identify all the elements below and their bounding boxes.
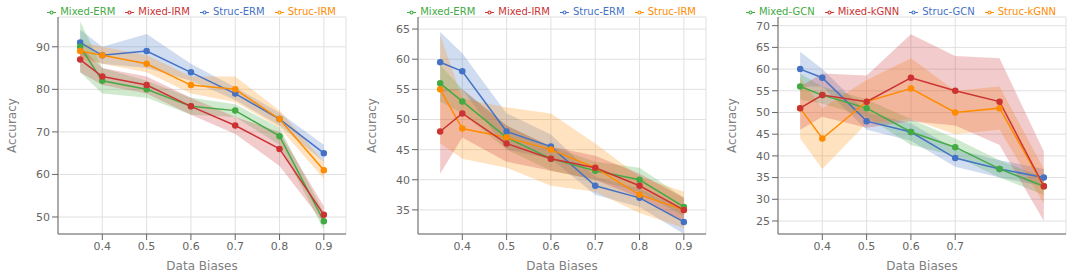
svg-text:25: 25 bbox=[756, 215, 770, 228]
svg-text:80: 80 bbox=[36, 83, 50, 96]
html-text:Struc-GCN: Struc-GCN bbox=[922, 6, 975, 17]
svg-text:Data Biases: Data Biases bbox=[526, 259, 597, 273]
svg-text:0.6: 0.6 bbox=[182, 240, 200, 253]
html-text:Mixed-IRM: Mixed-IRM bbox=[498, 6, 550, 17]
svg-text:Accuracy: Accuracy bbox=[8, 98, 19, 153]
svg-text:Accuracy: Accuracy bbox=[365, 98, 379, 153]
html-text:Struc-ERM: Struc-ERM bbox=[572, 6, 625, 17]
svg-text:Data Biases: Data Biases bbox=[886, 259, 957, 273]
html-text:Mixed-IRM: Mixed-IRM bbox=[138, 6, 190, 17]
svg-text:65: 65 bbox=[756, 41, 770, 54]
svg-text:60: 60 bbox=[756, 63, 770, 76]
svg-text:50: 50 bbox=[756, 106, 770, 119]
svg-text:0.4: 0.4 bbox=[814, 240, 832, 253]
svg-text:Data Biases: Data Biases bbox=[166, 259, 237, 273]
svg-text:70: 70 bbox=[756, 20, 770, 33]
html-text:Mixed-ERM: Mixed-ERM bbox=[420, 6, 476, 17]
svg-text:70: 70 bbox=[36, 126, 50, 139]
svg-text:45: 45 bbox=[396, 144, 410, 157]
svg-text:Accuracy: Accuracy bbox=[725, 98, 739, 153]
svg-text:0.7: 0.7 bbox=[946, 240, 964, 253]
svg-text:0.5: 0.5 bbox=[858, 240, 876, 253]
svg-text:50: 50 bbox=[36, 211, 50, 224]
svg-text:0.9: 0.9 bbox=[315, 240, 333, 253]
svg-text:0.4: 0.4 bbox=[454, 240, 472, 253]
svg-text:0.8: 0.8 bbox=[631, 240, 649, 253]
svg-text:30: 30 bbox=[756, 193, 770, 206]
svg-text:0.9: 0.9 bbox=[675, 240, 693, 253]
svg-text:35: 35 bbox=[756, 171, 770, 184]
svg-text:60: 60 bbox=[396, 53, 410, 66]
svg-text:0.6: 0.6 bbox=[542, 240, 560, 253]
html-text:Mixed-ERM: Mixed-ERM bbox=[60, 6, 116, 17]
svg-text:0.4: 0.4 bbox=[94, 240, 112, 253]
svg-text:65: 65 bbox=[396, 23, 410, 36]
svg-text:35: 35 bbox=[396, 204, 410, 217]
svg-text:60: 60 bbox=[36, 168, 50, 181]
html-text:Struc-IRM: Struc-IRM bbox=[287, 6, 336, 17]
svg-text:0.8: 0.8 bbox=[271, 240, 289, 253]
svg-text:55: 55 bbox=[396, 83, 410, 96]
html-text:Struc-kGNN: Struc-kGNN bbox=[997, 6, 1056, 17]
svg-text:40: 40 bbox=[756, 150, 770, 163]
html-text:Mixed-kGNN: Mixed-kGNN bbox=[837, 6, 900, 17]
svg-text:0.5: 0.5 bbox=[138, 240, 156, 253]
svg-text:0.7: 0.7 bbox=[586, 240, 604, 253]
svg-text:0.7: 0.7 bbox=[226, 240, 244, 253]
svg-text:0.5: 0.5 bbox=[498, 240, 515, 253]
svg-text:50: 50 bbox=[396, 113, 410, 126]
svg-text:0.6: 0.6 bbox=[902, 240, 920, 253]
svg-text:55: 55 bbox=[756, 85, 770, 98]
svg-text:45: 45 bbox=[756, 128, 770, 141]
html-text:Mixed-GCN: Mixed-GCN bbox=[758, 6, 815, 17]
html-text:Struc-IRM: Struc-IRM bbox=[647, 6, 696, 17]
html-text:Struc-ERM: Struc-ERM bbox=[212, 6, 265, 17]
svg-text:40: 40 bbox=[396, 174, 410, 187]
svg-text:90: 90 bbox=[36, 41, 50, 54]
